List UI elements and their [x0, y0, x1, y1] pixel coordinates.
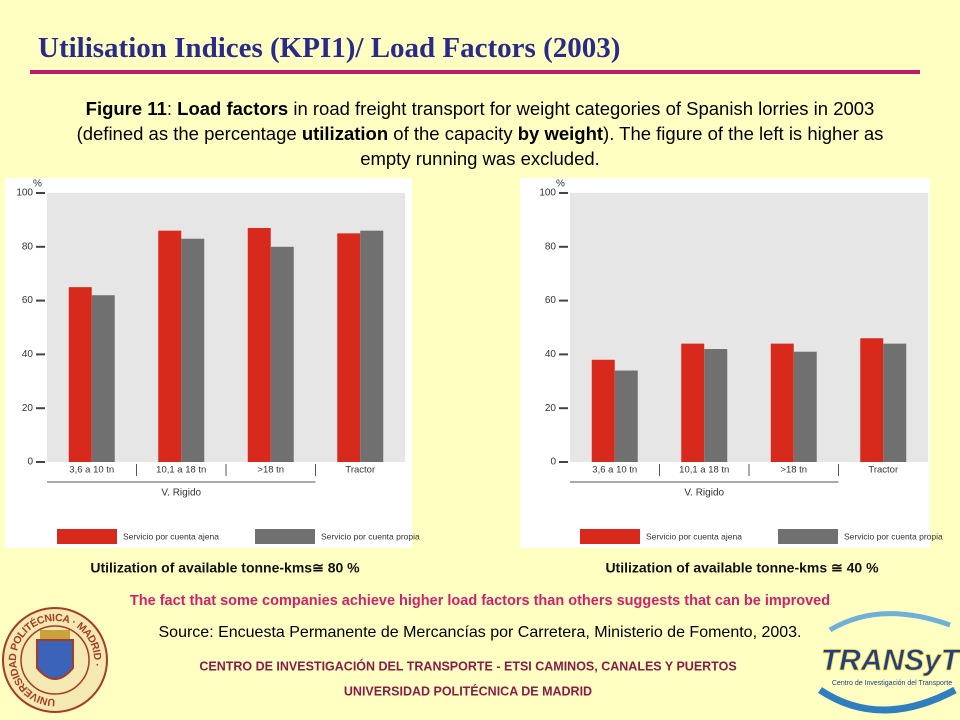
logo-subtitle: Centro de Investigación del Transporte: [832, 680, 952, 687]
bar: [360, 230, 384, 462]
bar: [770, 343, 794, 462]
bar: [270, 246, 294, 462]
bar: [68, 287, 92, 462]
logo-arc: [828, 611, 951, 633]
bar: [247, 227, 271, 462]
caption-segment: Figure 11: [85, 98, 167, 119]
legend-label: Servicio por cuenta propia: [321, 531, 420, 541]
bar: [91, 295, 115, 462]
y-tick-label: 80: [545, 241, 557, 252]
x-tick-label: 10,1 a 18 tn: [156, 465, 206, 476]
caption-segment: by weight: [517, 123, 604, 144]
caption-segment: Load factors: [177, 98, 289, 119]
chart-note: Utilization of available tonne-kms≅ 80 %: [90, 560, 360, 576]
footer-line: UNIVERSIDAD POLITÉCNICA DE MADRID: [344, 683, 592, 698]
legend-label: Servicio por cuenta ajena: [646, 531, 742, 541]
y-tick-label: 0: [27, 457, 33, 468]
logo-arc: [818, 686, 957, 714]
x-tick-label: 3,6 a 10 tn: [69, 465, 114, 476]
legend-swatch: [57, 529, 117, 544]
x-tick-label: Tractor: [868, 465, 898, 476]
x-tick-label: >18 tn: [780, 465, 807, 476]
x-tick-label: 10,1 a 18 tn: [679, 465, 729, 476]
y-tick-label: 40: [22, 349, 34, 360]
seal-shield: [36, 639, 74, 680]
slide-title: Utilisation Indices (KPI1)/ Load Factors…: [38, 32, 621, 64]
bar: [158, 230, 182, 462]
caption-segment: of the capacity: [388, 123, 518, 144]
chart-note: Utilization of available tonne-kms ≅ 40 …: [605, 560, 879, 576]
y-tick-label: 100: [16, 188, 33, 199]
title-rule: [30, 70, 920, 74]
y-tick-label: 60: [22, 295, 34, 306]
y-axis-label: %: [556, 179, 565, 190]
bar-chart: % 0 20 40 60 80 100 3,6 a 10 tn 10,1 a 18 tn >18 …: [5, 178, 420, 548]
group-label: V. Rigido: [161, 488, 201, 499]
y-tick-label: 20: [545, 403, 557, 414]
y-tick-label: 100: [539, 188, 556, 199]
bar: [591, 359, 615, 462]
bar: [883, 343, 907, 462]
y-tick-label: 40: [545, 349, 557, 360]
caption-segment: ). The figure of the left is higher as e…: [360, 123, 884, 169]
y-axis-label: %: [33, 179, 42, 190]
bar: [337, 233, 361, 462]
bar: [181, 238, 205, 462]
bar: [614, 370, 638, 462]
y-tick-label: 60: [545, 295, 557, 306]
figure-caption: Figure 11: Load factors in road freight …: [60, 96, 900, 171]
caption-segment: :: [166, 98, 178, 119]
logo-name: TRANSyT: [821, 644, 960, 677]
legend-label: Servicio por cuenta ajena: [123, 531, 219, 541]
seal-crown: [40, 630, 70, 639]
legend-swatch: [778, 529, 838, 544]
y-tick-label: 0: [550, 457, 556, 468]
seal: UNIVERSIDAD POLITÉCNICA · MADRID ·: [2, 607, 108, 713]
bar-chart: % 0 20 40 60 80 100 3,6 a 10 tn 10,1 a 18 tn >18 …: [520, 178, 943, 548]
caption-segment: utilization: [301, 123, 389, 144]
footer-line: CENTRO DE INVESTIGACIÓN DEL TRANSPORTE -…: [199, 658, 736, 673]
highlight: The fact that some companies achieve hig…: [130, 593, 830, 609]
y-tick-label: 80: [22, 241, 34, 252]
legend-swatch: [580, 529, 640, 544]
legend-swatch: [255, 529, 315, 544]
x-tick-label: 3,6 a 10 tn: [592, 465, 637, 476]
group-label: V. Rigido: [684, 488, 724, 499]
x-tick-label: >18 tn: [257, 465, 284, 476]
bar: [793, 351, 817, 462]
caption-segment: in road freight transport for weight cat…: [76, 98, 875, 144]
logo: TRANSyT Centro de Investigación del Tran…: [818, 611, 960, 714]
bar: [860, 338, 884, 462]
bar: [704, 349, 728, 462]
x-tick-label: Tractor: [345, 465, 375, 476]
bar: [681, 343, 705, 462]
y-tick-label: 20: [22, 403, 34, 414]
legend-label: Servicio por cuenta propia: [844, 531, 943, 541]
source: Source: Encuesta Permanente de Mercancía…: [159, 624, 802, 641]
